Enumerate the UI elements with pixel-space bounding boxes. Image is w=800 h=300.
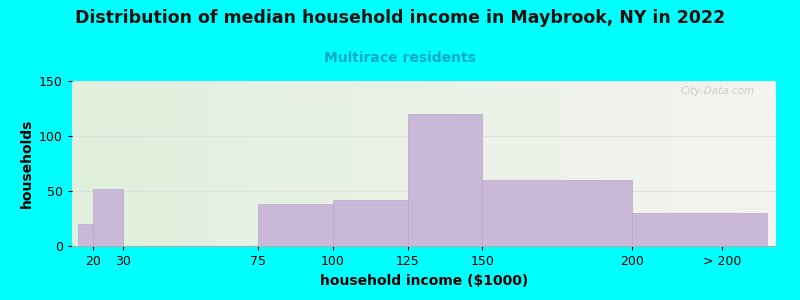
Bar bbox=[258, 204, 333, 246]
Bar bbox=[632, 213, 767, 246]
Y-axis label: households: households bbox=[19, 119, 34, 208]
Text: City-Data.com: City-Data.com bbox=[681, 86, 755, 96]
Bar bbox=[78, 224, 93, 246]
Text: Multirace residents: Multirace residents bbox=[324, 51, 476, 65]
Bar bbox=[333, 200, 407, 246]
Bar bbox=[482, 180, 632, 246]
Bar bbox=[93, 189, 123, 246]
Text: Distribution of median household income in Maybrook, NY in 2022: Distribution of median household income … bbox=[75, 9, 725, 27]
X-axis label: household income ($1000): household income ($1000) bbox=[320, 274, 528, 288]
Bar bbox=[407, 114, 482, 246]
